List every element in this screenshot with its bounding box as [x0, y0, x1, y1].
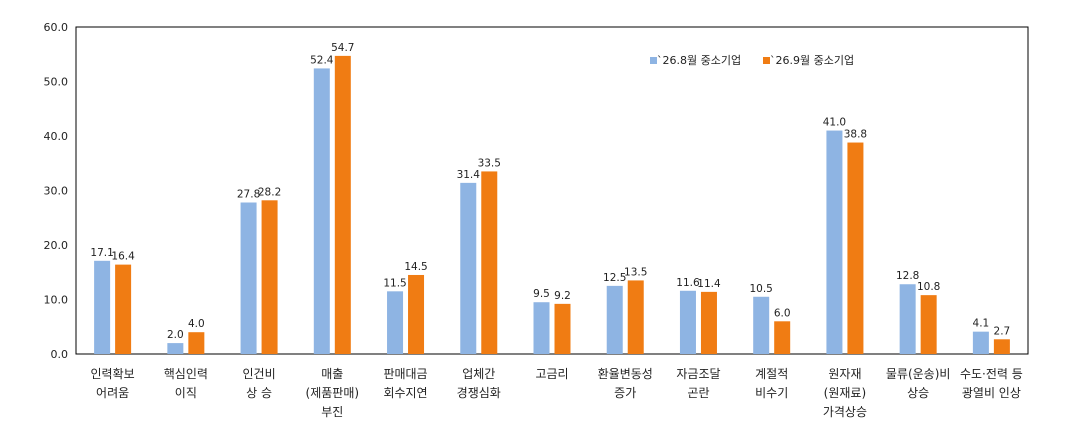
bar-series-1	[679, 290, 696, 354]
legend: `26.8월 중소기업 `26.9월 중소기업	[650, 54, 854, 67]
bar-series-1	[899, 284, 916, 354]
category-label: 자금조달	[676, 367, 720, 381]
category-label: 핵심인력	[164, 367, 208, 381]
bar-series-1	[240, 202, 257, 354]
category-label: (원재료)	[824, 386, 866, 400]
category-label: 물류(운송)비	[886, 367, 951, 381]
category-label: 고금리	[535, 367, 568, 381]
bar-series-2	[261, 200, 278, 354]
data-label: 13.5	[624, 266, 647, 278]
data-labels-group: 17.116.4 2.0 4.0 27.828.2 52.454.7 11.5 14.5 31…	[90, 42, 1010, 341]
legend-label-series-2: `26.9월 중소기업	[770, 54, 854, 67]
data-label: 10.8	[917, 281, 940, 293]
bar-series-2	[847, 142, 864, 354]
data-label: 12.5	[603, 272, 626, 284]
category-label: 이직	[175, 386, 197, 400]
data-label: 10.5	[749, 283, 772, 295]
y-tick-label: 40.0	[44, 130, 69, 143]
data-label: 52.4	[310, 54, 334, 66]
bar-series-2	[188, 332, 205, 354]
legend-swatch-series-2	[763, 57, 770, 64]
data-label: 11.5	[383, 277, 406, 289]
bar-series-1	[460, 182, 477, 354]
category-label: 매출	[321, 367, 343, 381]
category-label: 광열비 인상	[962, 386, 1021, 400]
y-axis-ticks: 0.0 10.0 20.0 30.0 40.0 50.0 60.0	[44, 21, 69, 361]
data-label: 11.6	[676, 277, 700, 289]
bar-series-2	[408, 274, 425, 354]
bar-series-1	[313, 68, 330, 355]
data-label: 4.0	[188, 318, 205, 330]
bar-series-2	[993, 339, 1010, 354]
y-tick-label: 0.0	[51, 348, 69, 361]
category-label: (제품판매)	[306, 386, 360, 400]
bar-series-2	[554, 303, 571, 354]
category-label: 판매대금	[383, 367, 427, 381]
category-label: 상승	[907, 386, 929, 400]
category-label: 가격상승	[823, 405, 867, 419]
data-label: 2.0	[167, 329, 184, 341]
category-label: 경쟁심화	[457, 386, 501, 400]
bar-series-2	[627, 280, 644, 354]
y-tick-label: 10.0	[44, 294, 69, 307]
data-label: 6.0	[774, 307, 791, 319]
data-label: 14.5	[404, 261, 427, 273]
category-label: 인건비	[243, 367, 276, 381]
data-label: 31.4	[457, 169, 481, 181]
category-label: 계절적	[755, 367, 788, 381]
data-label: 27.8	[237, 188, 260, 200]
bar-series-1	[94, 260, 111, 354]
data-label: 28.2	[258, 186, 281, 198]
bar-series-2	[115, 264, 132, 354]
bar-series-1	[972, 331, 989, 354]
category-label: 곤란	[687, 386, 709, 400]
category-label: 증가	[614, 386, 636, 400]
category-label: 상 승	[246, 386, 272, 400]
category-label: 회수지연	[383, 386, 427, 400]
bar-series-1	[167, 343, 184, 354]
category-label: 환율변동성	[598, 367, 653, 381]
bar-series-2	[700, 291, 717, 354]
data-label: 38.8	[844, 129, 867, 141]
y-tick-label: 20.0	[44, 239, 69, 252]
legend-label-series-1: `26.8월 중소기업	[657, 54, 741, 67]
y-tick-label: 30.0	[44, 185, 69, 198]
category-label: 원자재	[828, 367, 861, 381]
category-label: 인력확보	[91, 367, 135, 381]
bar-series-2	[334, 55, 351, 354]
bar-series-1	[533, 302, 550, 354]
category-label: 어려움	[96, 386, 129, 400]
legend-swatch-series-1	[650, 57, 657, 64]
bar-series-1	[826, 130, 843, 354]
data-label: 17.1	[90, 247, 113, 259]
data-label: 16.4	[111, 251, 135, 263]
bar-series-1	[387, 291, 404, 354]
data-label: 33.5	[478, 157, 501, 169]
bar-series-2	[774, 321, 791, 354]
data-label: 11.4	[697, 278, 721, 290]
category-label: 부진	[321, 405, 343, 419]
data-label: 12.8	[896, 270, 919, 282]
bar-series-1	[753, 296, 770, 354]
category-label: 수도·전력 등	[960, 367, 1023, 381]
data-label: 54.7	[331, 42, 354, 54]
y-tick-label: 60.0	[44, 21, 69, 34]
category-label: 업체간	[462, 367, 495, 381]
data-label: 9.5	[533, 288, 550, 300]
plot-frame	[75, 26, 1029, 355]
bar-series-1	[606, 285, 623, 354]
data-label: 9.2	[554, 290, 571, 302]
data-label: 4.1	[973, 318, 990, 330]
bars-group	[94, 55, 1010, 355]
data-label: 2.7	[994, 325, 1011, 337]
bar-series-2	[920, 295, 937, 354]
data-label: 41.0	[823, 117, 846, 129]
y-tick-label: 50.0	[44, 76, 69, 89]
category-label: 비수기	[755, 386, 788, 400]
bar-series-2	[481, 171, 498, 354]
